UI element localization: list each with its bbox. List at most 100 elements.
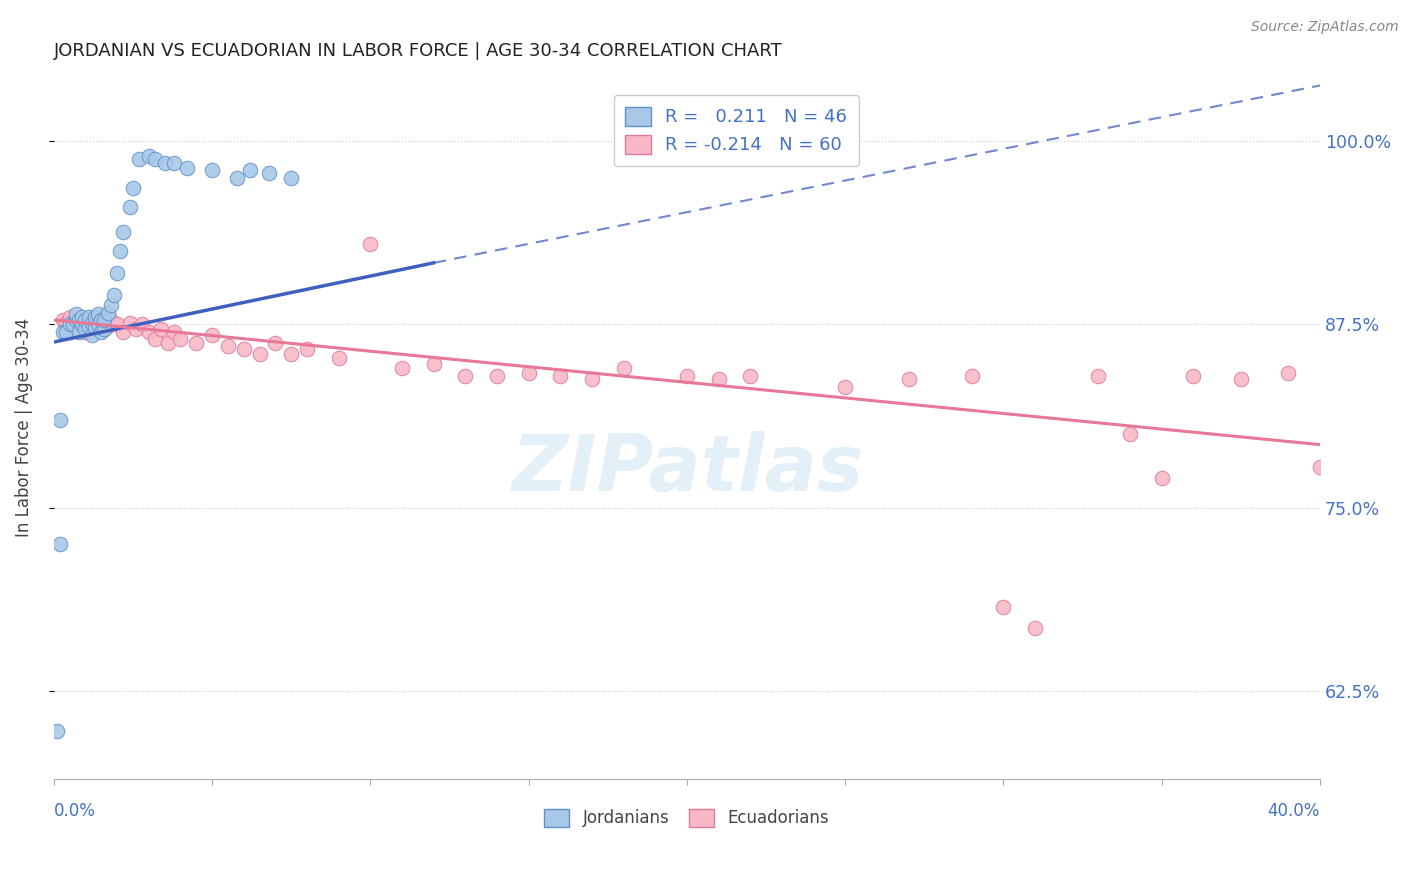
Point [90,325,112,339]
Point [422,357,444,371]
Point [77,316,100,330]
Point [93,322,115,336]
Point [128,152,150,166]
Point [960,368,983,383]
Point [93,322,115,336]
Point [1230,372,1253,386]
Point [517,366,540,380]
Point [280,170,302,185]
Text: ZIPatlas: ZIPatlas [510,432,863,508]
Point [67,313,90,327]
Point [59,318,82,332]
Point [103,288,125,302]
Point [65,322,87,336]
Point [257,166,280,180]
Point [46,723,69,738]
Point [100,313,122,327]
Point [1024,621,1046,635]
Point [80,327,103,342]
Point [156,336,179,351]
Point [59,310,82,324]
Point [226,170,249,185]
Point [1182,368,1205,383]
Point [105,266,128,280]
Point [75,313,97,327]
Point [87,316,110,330]
Point [67,313,90,327]
Point [97,318,120,333]
Point [676,368,699,383]
Point [143,152,166,166]
Point [55,325,77,339]
Point [110,244,132,259]
Point [84,322,107,336]
Text: 0.0%: 0.0% [53,803,96,821]
Point [65,313,87,327]
Point [49,413,72,427]
Point [217,339,239,353]
Point [90,313,112,327]
Point [897,372,920,386]
Point [176,161,198,175]
Point [122,181,145,195]
Point [77,310,100,324]
Point [280,347,302,361]
Point [163,156,186,170]
Point [62,318,84,332]
Point [72,318,94,333]
Point [1277,366,1299,380]
Point [100,298,122,312]
Point [1309,459,1331,474]
Point [131,318,153,332]
Point [138,149,160,163]
Text: JORDANIAN VS ECUADORIAN IN LABOR FORCE | AGE 30-34 CORRELATION CHART: JORDANIAN VS ECUADORIAN IN LABOR FORCE |… [53,42,783,60]
Point [143,332,166,346]
Point [740,368,762,383]
Point [1150,471,1173,485]
Point [77,320,100,334]
Point [707,372,730,386]
Point [118,316,141,330]
Point [328,351,350,366]
Point [993,600,1015,615]
Point [125,322,148,336]
Point [485,368,508,383]
Point [90,313,112,327]
Point [87,318,110,332]
Point [112,225,135,239]
Point [84,320,107,334]
Point [186,336,208,351]
Point [72,310,94,324]
Point [93,313,115,327]
Y-axis label: In Labor Force | Age 30-34: In Labor Force | Age 30-34 [15,318,32,537]
Point [105,318,128,332]
Point [55,316,77,330]
Point [72,318,94,332]
Point [163,325,186,339]
Point [75,322,97,336]
Legend: Jordanians, Ecuadorians: Jordanians, Ecuadorians [537,802,837,834]
Point [80,318,103,333]
Point [295,343,318,357]
Point [138,325,160,339]
Point [201,163,224,178]
Text: 40.0%: 40.0% [1268,803,1320,821]
Point [62,318,84,332]
Point [454,368,477,383]
Point [550,368,572,383]
Point [49,537,72,551]
Point [75,325,97,339]
Point [359,236,381,251]
Point [834,380,856,394]
Point [391,361,413,376]
Point [1087,368,1109,383]
Point [52,325,75,339]
Point [613,361,636,376]
Point [232,343,254,357]
Point [84,310,107,324]
Point [264,336,287,351]
Point [249,347,271,361]
Point [201,327,224,342]
Point [67,325,90,339]
Point [1119,427,1142,442]
